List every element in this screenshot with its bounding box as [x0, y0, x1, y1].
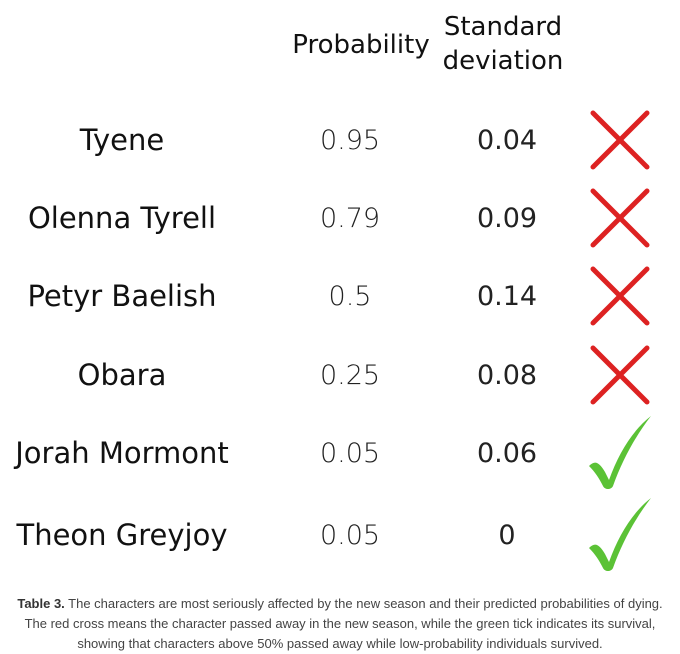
standard-deviation-value: 0.06 [476, 437, 538, 469]
character-name: Petyr Baelish [27, 279, 217, 313]
standard-deviation-header: Standard deviation [436, 10, 570, 78]
table-row: Olenna Tyrell 0.79 0.09 [0, 179, 680, 257]
sd-header-line2: deviation [442, 46, 564, 76]
table-row: Obara 0.25 0.08 [0, 336, 680, 414]
standard-deviation-value: 0.09 [476, 202, 538, 234]
table-row: Petyr Baelish 0.5 0.14 [0, 257, 680, 335]
standard-deviation-value: 0.14 [476, 280, 538, 312]
sd-header-line1: Standard [443, 12, 563, 42]
caption-label: Table 3. [17, 596, 65, 611]
table-caption: Table 3. The characters are most serious… [10, 594, 670, 654]
probability-value: 0.95 [319, 124, 381, 156]
probability-value: 0.05 [319, 437, 381, 469]
standard-deviation-value: 0.08 [476, 359, 538, 391]
caption-text: The characters are most seriously affect… [24, 596, 663, 651]
cross-icon [578, 179, 662, 257]
cross-icon [578, 101, 662, 179]
probability-header: Probability [292, 30, 430, 60]
character-name: Obara [77, 358, 167, 392]
tick-icon [578, 414, 662, 492]
table-row: Jorah Mormont 0.05 0.06 [0, 414, 680, 492]
cross-icon [578, 257, 662, 335]
probability-value: 0.25 [319, 359, 381, 391]
character-name: Tyene [79, 123, 165, 157]
character-name: Theon Greyjoy [16, 518, 228, 552]
table-row: Theon Greyjoy 0.05 0 [0, 496, 680, 574]
character-name: Jorah Mormont [15, 436, 229, 470]
standard-deviation-value: 0.04 [476, 124, 538, 156]
table-row: Tyene 0.95 0.04 [0, 101, 680, 179]
probability-value: 0.05 [319, 519, 381, 551]
character-name: Olenna Tyrell [27, 201, 217, 235]
tick-icon [578, 496, 662, 574]
cross-icon [578, 336, 662, 414]
probability-value: 0.5 [328, 280, 372, 312]
probability-value: 0.79 [319, 202, 381, 234]
standard-deviation-value: 0 [498, 519, 516, 551]
